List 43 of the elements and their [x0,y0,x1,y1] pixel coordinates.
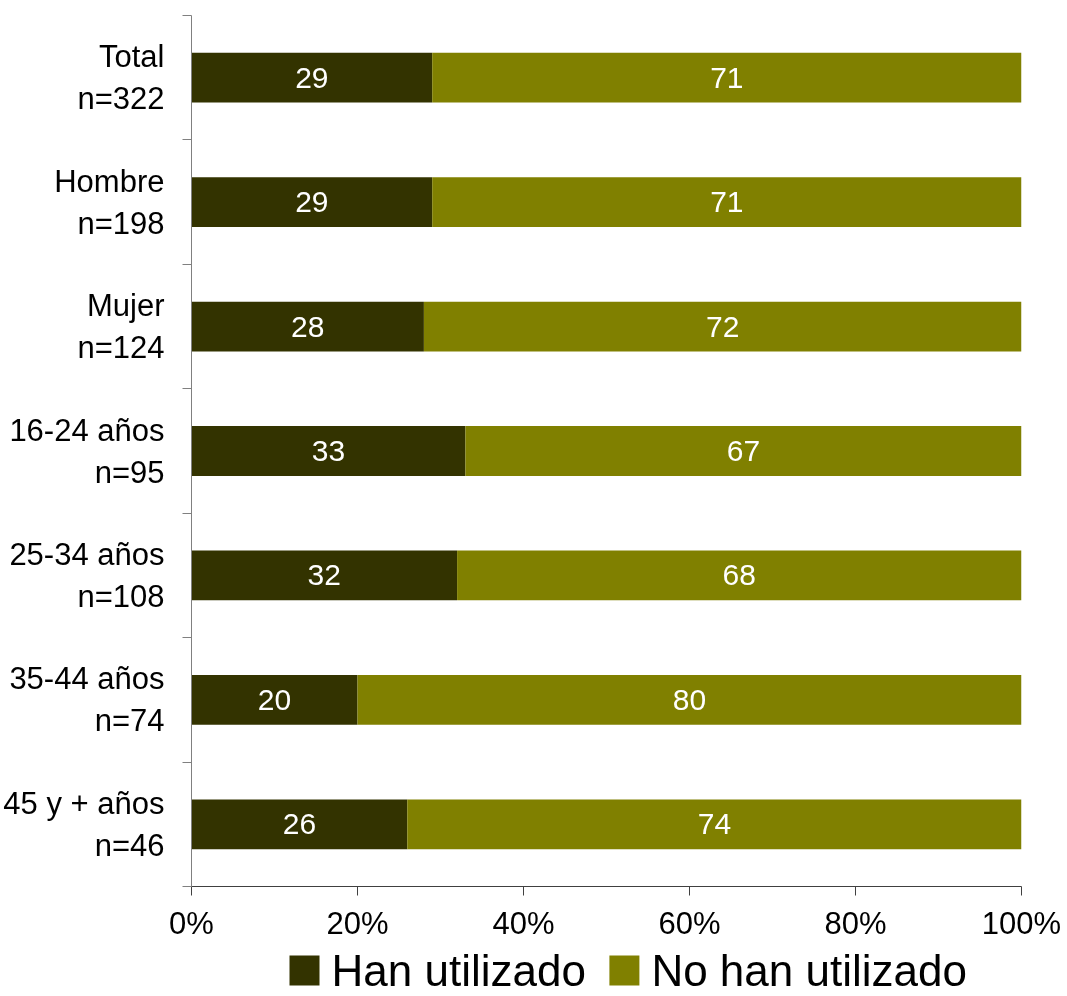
bar [457,550,1022,601]
bar [191,177,433,228]
x-tick-label: 0% [169,905,214,941]
data-label: 32 [307,558,341,592]
x-tick-label: 40% [492,905,555,941]
bar [191,301,424,352]
y-tick-label: 25-34 años n=108 [9,536,165,614]
bar [191,674,358,725]
y-tick-label: Total n=322 [77,39,165,117]
bar [191,52,433,103]
data-label: 29 [295,60,329,94]
data-label: 67 [726,434,761,467]
data-label: 71 [710,185,744,219]
bar [191,799,408,850]
bar [407,799,1022,850]
y-tick-label: 16-24 años n=95 [9,412,165,490]
data-label: 26 [282,807,317,841]
x-tick-label: 20% [326,905,389,941]
x-tick-label: 100% [981,905,1062,941]
data-label: 33 [311,434,346,467]
bar [191,550,458,601]
data-label: 20 [257,682,292,716]
bar [191,426,466,476]
y-tick-label: Hombre n=198 [54,163,165,241]
bar [432,52,1022,103]
y-tick-label: Mujer n=124 [77,288,165,366]
bar [423,301,1022,352]
data-label: 80 [672,682,707,716]
legend-label: Han utilizado [331,946,586,995]
data-label: 72 [706,309,740,343]
data-label: 68 [722,558,756,592]
bar [432,177,1022,228]
data-label: 29 [295,185,329,219]
bar [465,426,1022,476]
data-label: 74 [697,807,732,841]
y-tick-label: 45 y + años n=46 [3,785,165,863]
legend-label: No han utilizado [651,946,967,995]
x-tick-label: 80% [824,905,887,941]
data-label: 28 [291,309,325,343]
bar [357,674,1022,725]
data-label: 71 [710,60,744,94]
x-tick-label: 60% [658,905,721,941]
y-tick-label: 35-44 años n=74 [9,661,165,739]
